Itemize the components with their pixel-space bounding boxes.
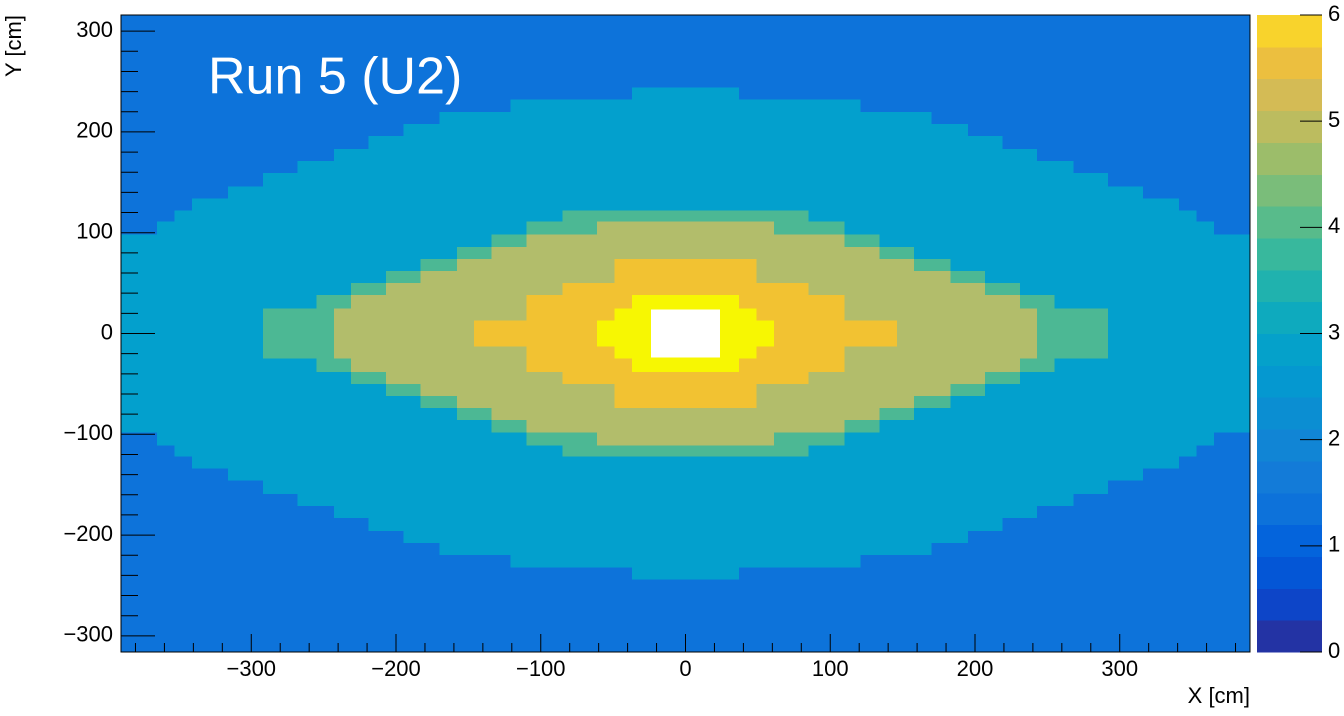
y-tick-label: 300: [76, 17, 113, 42]
colorbar-tick-label: 5: [1328, 107, 1340, 132]
colorbar-band: [1257, 206, 1322, 239]
colorbar-band: [1257, 15, 1322, 48]
colorbar-band: [1257, 110, 1322, 143]
y-axis-title: Y [cm]: [1, 15, 26, 77]
x-tick-label: 200: [957, 656, 994, 681]
x-tick-label: −200: [371, 656, 421, 681]
colorbar-band: [1257, 333, 1322, 366]
colorbar-band: [1257, 556, 1322, 589]
colorbar-tick-label: 1: [1328, 532, 1340, 557]
colorbar-tick-label: 3: [1328, 319, 1340, 344]
colorbar-band: [1257, 142, 1322, 175]
y-tick-label: −100: [63, 420, 113, 445]
colorbar-tick-label: 2: [1328, 425, 1340, 450]
colorbar-band: [1257, 365, 1322, 398]
y-tick-label: 200: [76, 118, 113, 143]
colorbar-band: [1257, 174, 1322, 207]
colorbar-band: [1257, 620, 1322, 653]
colorbar-tick-label: 6: [1328, 1, 1340, 26]
colorbar-band: [1257, 524, 1322, 557]
y-tick-label: 0: [101, 319, 113, 344]
plot-area: [121, 15, 1250, 652]
colorbar-band: [1257, 460, 1322, 494]
y-tick-label: −300: [63, 622, 113, 647]
colorbar-tick-label: 4: [1328, 213, 1340, 238]
colorbar-tick-label: 0: [1328, 638, 1340, 663]
colorbar-band: [1257, 46, 1322, 80]
colorbar-band: [1257, 269, 1322, 303]
colorbar-band: [1257, 429, 1322, 462]
colorbar-band: [1257, 492, 1322, 526]
y-tick-label: −200: [63, 521, 113, 546]
colorbar-band: [1257, 78, 1322, 112]
x-tick-label: 100: [812, 656, 849, 681]
colorbar-band: [1257, 301, 1322, 334]
colorbar-band: [1257, 588, 1322, 621]
heatmap-region: [650, 309, 721, 358]
x-axis-title: X [cm]: [1188, 683, 1250, 708]
x-tick-label: −300: [226, 656, 276, 681]
x-tick-label: 300: [1101, 656, 1138, 681]
x-tick-label: 0: [679, 656, 691, 681]
y-tick-label: 100: [76, 219, 113, 244]
colorbar-band: [1257, 397, 1322, 430]
colorbar-band: [1257, 237, 1322, 271]
x-tick-label: −100: [516, 656, 566, 681]
chart-title: Run 5 (U2): [208, 48, 462, 106]
